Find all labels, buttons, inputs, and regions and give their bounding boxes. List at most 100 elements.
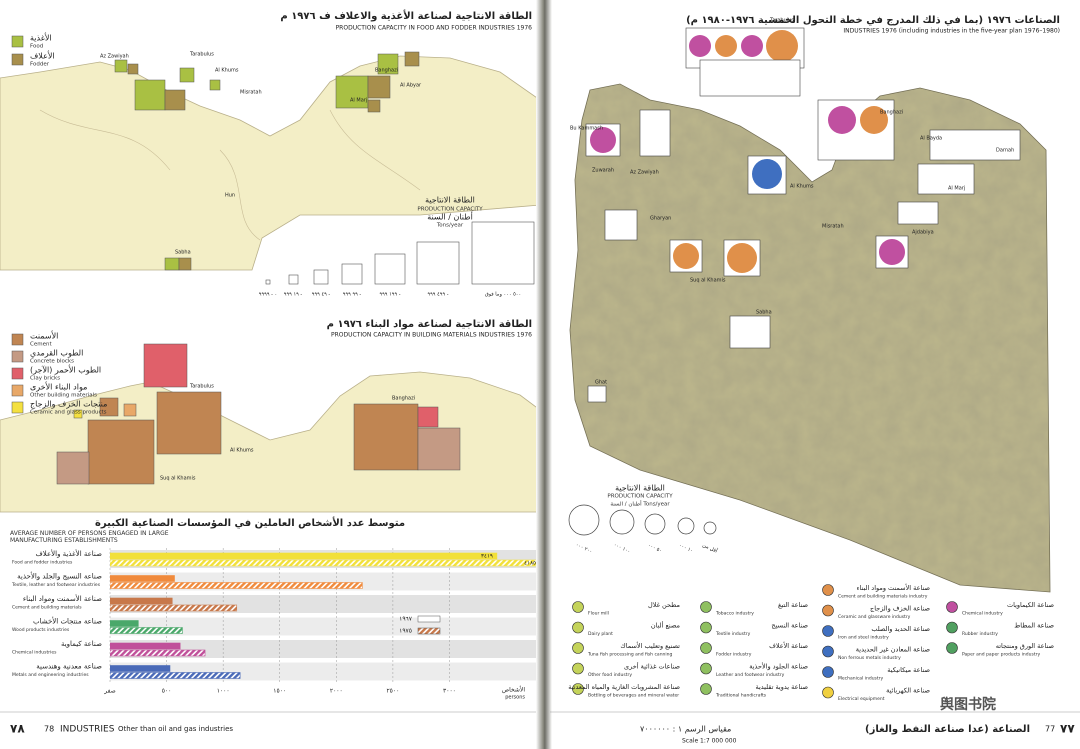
legend-label: صناعة الحديد والصلب bbox=[871, 625, 930, 633]
size-legend: الطاقة الانتاجية PRODUCTION CAPACITY أطن… bbox=[265, 196, 535, 285]
legend-label: Iron and steel industry bbox=[838, 635, 889, 641]
size-class-label: ١٩٩ ٩٩٩ - bbox=[379, 292, 400, 298]
legend-unit: Tons/year bbox=[436, 223, 464, 229]
x-tick-label: ٣٠٠٠ bbox=[443, 688, 456, 695]
bars bbox=[110, 552, 540, 679]
size-class-label: ١٠٠ ٠٠٠ bbox=[612, 542, 631, 555]
place-label: Banghazi bbox=[392, 396, 415, 402]
bar bbox=[110, 672, 241, 679]
legend-label: مواد البناء الأخرى bbox=[30, 382, 87, 392]
legend-label: صناعة الكيماويات bbox=[1007, 601, 1054, 609]
chart-title: متوسط عدد الأشخاص العاملين في المؤسسات ا… bbox=[95, 516, 405, 529]
place-label: Banghazi bbox=[880, 110, 903, 116]
size-class-label: ٠ - ٩٩٩٩ bbox=[259, 292, 277, 298]
legend-label: Ceramic and glass products bbox=[30, 410, 107, 416]
place-label: Al Marj bbox=[948, 186, 965, 192]
x-axis-label: persons bbox=[505, 695, 525, 701]
place-label: Tarabulus bbox=[769, 18, 794, 24]
bar bbox=[110, 642, 181, 650]
legend-symbol bbox=[700, 662, 712, 675]
legend-label: Mechanical industry bbox=[838, 676, 884, 682]
food-legend: الأغذية Food الأعلاف Fodder bbox=[11, 33, 55, 68]
place-label: Hun bbox=[225, 193, 235, 199]
place-label: Al Khums bbox=[790, 184, 814, 190]
legend-symbol bbox=[822, 604, 834, 617]
legend-swatch bbox=[11, 367, 24, 380]
bar bbox=[110, 582, 363, 589]
legend-label: مصنع ألبان bbox=[651, 621, 680, 630]
page-number-ar: ٧٨ bbox=[10, 722, 25, 736]
category-label-en: Wood products industries bbox=[12, 627, 70, 633]
footer-title: INDUSTRIES bbox=[60, 725, 115, 735]
category-label-en: Food and fodder industries bbox=[12, 560, 73, 566]
bar bbox=[110, 552, 498, 560]
legend-symbol bbox=[572, 642, 584, 654]
place-label: Misratah bbox=[240, 90, 262, 96]
legend-swatch bbox=[417, 615, 441, 623]
legend-swatch bbox=[417, 627, 441, 635]
legend-symbol bbox=[572, 662, 584, 675]
legend-label: Leather and footwear industry bbox=[716, 672, 785, 678]
industry-symbols bbox=[585, 27, 1021, 403]
legend-label: Traditional handicrafts bbox=[715, 693, 767, 699]
place-label: Misratah bbox=[822, 224, 844, 230]
legend-label: صناعة المطاط bbox=[1014, 622, 1054, 630]
size-class-label: ٩٩ ٩٩٩ - bbox=[343, 292, 362, 298]
legend-label: Paper and paper products industry bbox=[962, 652, 1040, 658]
page-number-ar: ٧٧ bbox=[1060, 722, 1075, 736]
legend-symbol bbox=[572, 601, 584, 613]
category-label-en: Textile, leather and footwear industries bbox=[11, 582, 101, 588]
legend-unit: أطنان / السنة Tons/year bbox=[610, 500, 670, 508]
legend-symbol bbox=[700, 642, 712, 654]
legend-symbol bbox=[700, 683, 712, 695]
footer-subtitle: Other than oil and gas industries bbox=[118, 725, 233, 733]
map-title: الطاقة الانتاجية لصناعة الأغذية والاعلاف… bbox=[280, 9, 532, 22]
size-class-label: ١٩ ٩٩٩ - bbox=[284, 292, 303, 298]
place-label: Al Abyar bbox=[400, 83, 422, 89]
watermark: 舆图书院 bbox=[940, 696, 996, 713]
map-title: الطاقة الانتاجية لصناعة مواد البناء ١٩٧٦… bbox=[327, 319, 532, 330]
legend-label: Tobacco industry bbox=[715, 611, 754, 617]
legend-label: Food bbox=[30, 44, 43, 50]
legend-label: صناعة الأسمنت ومواد البناء bbox=[856, 583, 930, 592]
legend-label: الأعلاف bbox=[30, 51, 55, 61]
place-label: Suq al Khamis bbox=[160, 476, 196, 482]
legend-label: Rubber industry bbox=[962, 631, 998, 637]
category-label-en: Metals and engineering industries bbox=[12, 672, 89, 678]
scale-en: Scale 1:7 000 000 bbox=[682, 738, 737, 745]
legend-label: صناعة الكهربائية bbox=[886, 687, 930, 695]
category-label: صناعة الأغذية والأعلاف bbox=[36, 549, 103, 558]
legend-label: Clay bricks bbox=[30, 376, 60, 382]
legend-symbol bbox=[946, 601, 958, 613]
x-axis-label: الأشخاص bbox=[502, 686, 525, 694]
value-label: ٣٤١٩ bbox=[481, 554, 493, 560]
footer-title: الصناعة (عدا صناعة النفط والغاز) bbox=[865, 724, 1030, 735]
legend-label: صناعة الجلود والأحذية bbox=[749, 662, 808, 671]
size-class-label: ٤٩ ٩٩٩ - bbox=[312, 292, 331, 298]
legend-label: صناعة الأعلاف bbox=[769, 641, 808, 650]
chart-subtitle-box: AVERAGE NUMBER OF PERSONS ENGAGED IN LAR… bbox=[10, 530, 169, 544]
place-label: Al Bayda bbox=[920, 136, 942, 142]
place-label: Zuwarah bbox=[592, 168, 614, 174]
row-band bbox=[110, 640, 540, 658]
legend-symbol bbox=[822, 584, 834, 596]
legend-label: Electrical equipment bbox=[838, 696, 885, 702]
category-label: صناعة منتجات الأخشاب bbox=[33, 617, 102, 626]
map-subtitle: PRODUCTION CAPACITY IN BUILDING MATERIAL… bbox=[331, 332, 532, 339]
capacity-squares bbox=[56, 343, 461, 485]
value-label: ٤١٨٥ bbox=[524, 561, 536, 567]
bar bbox=[110, 620, 139, 627]
legend-label: صناعة التبغ bbox=[778, 601, 809, 609]
size-class-label: ٥٠٠ ٠٠٠ وما فوق bbox=[485, 292, 521, 298]
category-label: صناعة كيماوية bbox=[61, 640, 102, 648]
place-label: Sabha bbox=[756, 310, 772, 316]
legend-title: الطاقة الانتاجية bbox=[615, 484, 665, 493]
bar bbox=[110, 604, 238, 612]
place-label: Ghat bbox=[595, 380, 607, 386]
place-label: Gharyan bbox=[650, 216, 671, 222]
legend-label: Other food industry bbox=[588, 672, 632, 678]
place-label: Az Zawiyah bbox=[630, 170, 659, 176]
bar bbox=[110, 597, 173, 605]
legend-label: صناعة ميكانيكية bbox=[887, 666, 930, 674]
legend-swatch bbox=[11, 384, 24, 397]
